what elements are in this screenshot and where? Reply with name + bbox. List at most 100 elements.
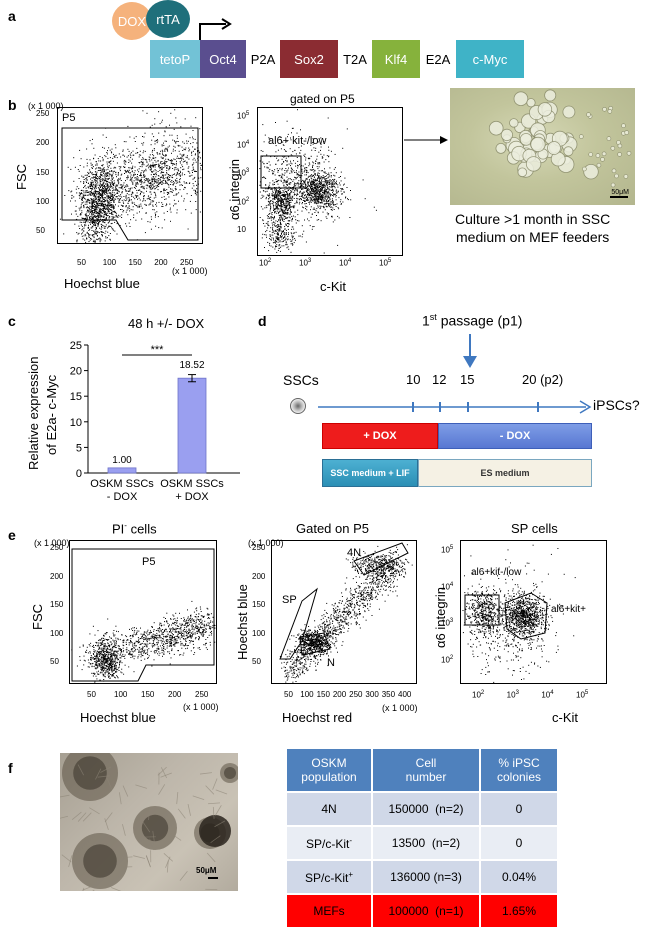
e1-upper-band [146,601,215,651]
cell-number: 136000 (n=3) [372,860,480,894]
c-category-label: + DOX [175,491,209,503]
y-tick-label: 150 [36,168,49,177]
d-timeline-arrow [318,400,593,414]
x-tick-label: 250 [195,690,208,699]
tick-exponent: 5 [388,258,391,264]
passage-arrow-icon [462,334,478,370]
b2-scatter [258,108,402,255]
cell-percent: 0 [480,826,558,860]
b-caption-line2: medium on MEF feeders [456,229,609,245]
c-y-tick-label: 15 [70,391,82,403]
y-tick-label: 104 [441,582,453,592]
tick-exponent: 2 [481,690,484,696]
y-tick-label: 10 [237,225,246,234]
x-tick-label: 250 [349,690,362,699]
gene-box-tetop: tetoP [150,40,200,78]
c-y-tick-label: 0 [76,468,82,480]
d-cell-icon [290,398,306,414]
c-y-tick-label: 20 [70,366,82,378]
y-tick-label: 50 [50,657,59,666]
c-y-tick-label: 5 [76,442,82,454]
d-es-medium-bar: ES medium [418,459,592,487]
table-row: SP/c-Kit+136000 (n=3)0.04% [286,860,558,894]
e2-diagonal-band [280,544,409,683]
cell-percent: 1.65% [480,894,558,928]
y-tick-label: 102 [441,655,453,665]
b-colony-cell-group [489,90,631,187]
e1-xunit: (x 1 000) [183,702,219,712]
cell-population: SP/c-Kit- [286,826,372,860]
x-tick-label: 105 [576,690,588,700]
e3-plot-area: al6+kit-/low al6+kit+ [460,540,607,684]
gene-box-klf4: Klf4 [372,40,420,78]
x-tick-label: 200 [333,690,346,699]
panel-label-f: f [8,760,13,776]
tick-exponent: 2 [450,655,453,661]
tick-exponent: 5 [585,690,588,696]
d-minus-dox-label: - DOX [500,430,531,442]
y-tick-label: 104 [237,140,249,150]
x-tick-label: 150 [129,258,142,267]
f-ips-photo: 50μM [60,753,238,891]
cell-population: SP/c-Kit+ [286,860,372,894]
c-chart-title: 48 h +/- DOX [128,316,204,331]
b2-gate-label: al6+ kit-/low [268,135,326,147]
header-pct-line2: colonies [497,770,541,784]
e2-ylabel: Hoechst blue [235,584,250,660]
e1-ylabel: FSC [30,604,45,630]
y-tick-label: 200 [36,138,49,147]
e3-kitlow-cluster [464,584,509,645]
table-row: SP/c-Kit-13500 (n=2)0 [286,826,558,860]
e3-title: SP cells [511,521,558,536]
rtta-circle: rtTA [146,0,190,38]
panel-label-a: a [8,8,16,24]
x-tick-label: 50 [77,258,86,267]
b-culture-photo: 50μM [450,88,635,205]
c-bar [108,468,136,473]
d-tick-10: 10 [406,372,420,387]
y-tick-label: 200 [50,572,63,581]
arrow-right-icon [404,134,450,146]
y-tick-label: 50 [252,657,261,666]
cell-population: MEFs [286,894,372,928]
x-tick-label: 50 [284,690,293,699]
x-tick-label: 300 [365,690,378,699]
e1-p5-gate [72,549,214,681]
y-tick-label: 250 [252,543,265,552]
y-tick-label: 102 [237,197,249,207]
cell-population-sup: - [349,836,352,845]
y-tick-label: 105 [441,545,453,555]
e1-xlabel: Hoechst blue [80,710,156,725]
d-tick-15: 15 [460,372,474,387]
y-tick-label: 250 [36,109,49,118]
rtta-label: rtTA [156,12,180,27]
gene-box-oct4: Oct4 [200,40,246,78]
cell-number: 150000 (n=2) [372,792,480,826]
panel-label-c: c [8,313,16,329]
x-tick-label: 105 [379,258,391,268]
header-pop-line2: population [301,770,356,784]
c-y-tick-label: 25 [70,340,82,352]
e1-title: PI- cells [112,521,157,536]
c-data-label: 18.52 [179,360,204,371]
e3-xlabel: c-Kit [552,710,578,725]
x-tick-label: 104 [339,258,351,268]
e2-plot-area: 4N SP N [271,540,417,684]
header-num-line2: number [406,770,447,784]
d-tick-20: 20 (p2) [522,372,563,387]
linker-p2a: P2A [246,40,280,78]
tick-exponent: 4 [348,258,351,264]
cell-population-sup: + [348,870,353,879]
x-tick-label: 103 [507,690,519,700]
tick-exponent: 2 [268,258,271,264]
x-tick-label: 200 [168,690,181,699]
e2-gate-n: N [327,657,335,669]
e1-title-main: PI [112,521,124,536]
y-tick-label: 100 [252,629,265,638]
cell-percent: 0 [480,792,558,826]
x-tick-label: 350 [382,690,395,699]
f-photo-scale: 50μM [196,866,216,875]
